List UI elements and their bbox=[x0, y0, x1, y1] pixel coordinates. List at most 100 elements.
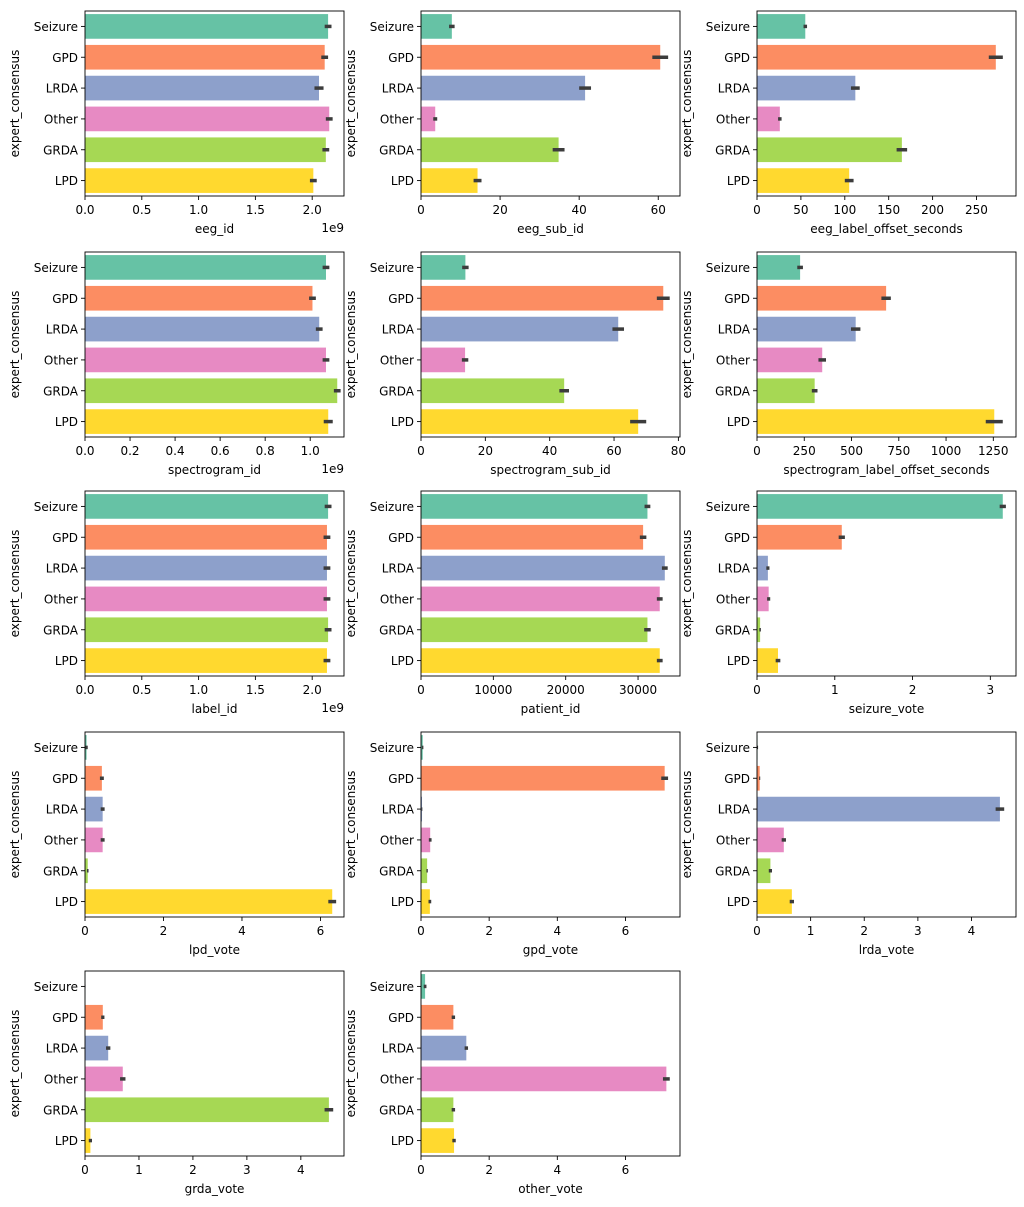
bar-gpd bbox=[421, 44, 661, 70]
yaxis-label: expert_consensus bbox=[680, 50, 694, 158]
bar-lpd bbox=[421, 889, 430, 914]
ytick-label: LPD bbox=[391, 174, 414, 188]
bar-lpd bbox=[85, 409, 329, 434]
bar-lrda bbox=[421, 316, 619, 342]
subplot-spectrogram_label_offset_seconds: Seizure GPD LRDA Other GRDA LPD 0 250 500 750 1000… bbox=[680, 251, 1017, 477]
xaxis-label: seizure_vote bbox=[849, 702, 924, 716]
xtick-label: 0 bbox=[753, 444, 761, 458]
ytick-label: LPD bbox=[391, 895, 414, 909]
xtick-label: 0 bbox=[753, 203, 761, 217]
bar-grda bbox=[85, 858, 88, 884]
xtick-label: 0.4 bbox=[166, 444, 185, 458]
bar-lrda bbox=[85, 1035, 109, 1061]
ytick-label: Other bbox=[716, 833, 750, 847]
ytick-label: GPD bbox=[724, 772, 750, 786]
bar-grda bbox=[421, 617, 648, 643]
bar-lpd bbox=[85, 648, 327, 673]
ytick-label: Seizure bbox=[706, 20, 750, 34]
ytick-label: Other bbox=[380, 592, 414, 606]
xtick-label: 0 bbox=[417, 683, 425, 697]
bar-lrda bbox=[421, 75, 586, 101]
ytick-label: Seizure bbox=[370, 980, 414, 994]
xtick-label: 0 bbox=[753, 683, 761, 697]
ytick-label: Other bbox=[44, 353, 78, 367]
ytick-label: LPD bbox=[55, 174, 78, 188]
ytick-label: Seizure bbox=[706, 261, 750, 275]
bar-gpd bbox=[757, 765, 760, 791]
xtick-label: 1000 bbox=[931, 444, 962, 458]
bar-lrda bbox=[421, 555, 665, 581]
bar-lrda bbox=[757, 555, 768, 581]
bar-lpd bbox=[757, 168, 850, 193]
xtick-label: 0 bbox=[417, 1163, 425, 1177]
ytick-label: GPD bbox=[388, 772, 414, 786]
subplot-spectrogram_id: Seizure GPD LRDA Other GRDA LPD 0.0 0.2 0.4 0.6 0.… bbox=[8, 251, 345, 477]
bar-other bbox=[85, 827, 103, 853]
ytick-label: GPD bbox=[388, 51, 414, 65]
ytick-label: Seizure bbox=[706, 500, 750, 514]
xaxis-label: eeg_sub_id bbox=[517, 222, 584, 236]
xaxis-label: lrda_vote bbox=[859, 943, 915, 957]
ytick-label: Seizure bbox=[370, 20, 414, 34]
bar-other bbox=[421, 827, 431, 853]
xtick-label: 40 bbox=[572, 203, 587, 217]
ytick-label: GRDA bbox=[379, 384, 415, 398]
axes-frame bbox=[84, 251, 345, 438]
bar-seizure bbox=[421, 494, 648, 519]
bar-lpd bbox=[421, 648, 660, 673]
bar-other bbox=[421, 1066, 667, 1092]
ytick-label: LRDA bbox=[718, 82, 751, 96]
ytick-label: Other bbox=[380, 1072, 414, 1086]
xtick-label: 0 bbox=[417, 924, 425, 938]
bar-lrda bbox=[421, 1035, 467, 1061]
axis-offset-text: 1e9 bbox=[321, 221, 344, 235]
yaxis-label: expert_consensus bbox=[344, 771, 358, 879]
xaxis-label: gpd_vote bbox=[523, 943, 578, 957]
xtick-label: 80 bbox=[671, 444, 686, 458]
axis-offset-text: 1e9 bbox=[321, 701, 344, 715]
ytick-label: GRDA bbox=[715, 623, 751, 637]
bar-seizure bbox=[85, 255, 326, 280]
ytick-label: GRDA bbox=[43, 623, 79, 637]
axes-frame bbox=[84, 10, 345, 197]
yaxis-label: expert_consensus bbox=[8, 771, 22, 879]
ytick-label: LPD bbox=[55, 1134, 78, 1148]
xaxis-label: eeg_id bbox=[195, 222, 234, 236]
ytick-label: Other bbox=[380, 112, 414, 126]
bar-gpd bbox=[421, 285, 664, 311]
yaxis-label: expert_consensus bbox=[8, 291, 22, 399]
subplot-eeg_sub_id: Seizure GPD LRDA Other GRDA LPD 0 20 40 60 eeg_sub… bbox=[344, 10, 681, 236]
xtick-label: 150 bbox=[877, 203, 900, 217]
subplot-spectrogram_sub_id: Seizure GPD LRDA Other GRDA LPD 0 20 40 60 80 spect… bbox=[344, 251, 686, 477]
xtick-label: 0 bbox=[417, 203, 425, 217]
bar-other bbox=[421, 347, 466, 373]
xtick-label: 0.6 bbox=[211, 444, 230, 458]
xtick-label: 0.8 bbox=[256, 444, 275, 458]
ytick-label: Seizure bbox=[34, 20, 78, 34]
xtick-label: 500 bbox=[840, 444, 863, 458]
yaxis-label: expert_consensus bbox=[344, 291, 358, 399]
ytick-label: GRDA bbox=[43, 1103, 79, 1117]
xaxis-label: spectrogram_label_offset_seconds bbox=[783, 463, 989, 477]
yaxis-label: expert_consensus bbox=[8, 1010, 22, 1118]
ytick-label: LRDA bbox=[718, 803, 751, 817]
yaxis-label: expert_consensus bbox=[344, 1010, 358, 1118]
axes-frame bbox=[420, 10, 681, 197]
bar-grda bbox=[85, 1097, 329, 1123]
ytick-label: GRDA bbox=[43, 384, 79, 398]
xaxis-label: label_id bbox=[192, 702, 238, 716]
ytick-label: GRDA bbox=[379, 623, 415, 637]
ytick-label: Seizure bbox=[370, 500, 414, 514]
xtick-label: 4 bbox=[553, 1163, 561, 1177]
ytick-label: LRDA bbox=[46, 323, 79, 337]
bar-grda bbox=[757, 617, 761, 643]
bar-gpd bbox=[757, 44, 996, 70]
xtick-label: 0 bbox=[81, 924, 89, 938]
subplot-gpd_vote: Seizure GPD LRDA Other GRDA LPD 0 2 4 6 gpd_vote ex… bbox=[344, 731, 681, 957]
bar-grda bbox=[85, 137, 326, 163]
subplot-label_id: Seizure GPD LRDA Other GRDA LPD 0.0 0.5 1.0 1.5 2.… bbox=[8, 490, 345, 716]
xtick-label: 4 bbox=[297, 1163, 305, 1177]
ytick-label: LPD bbox=[727, 895, 750, 909]
xtick-label: 2 bbox=[160, 924, 168, 938]
ytick-label: LPD bbox=[727, 654, 750, 668]
